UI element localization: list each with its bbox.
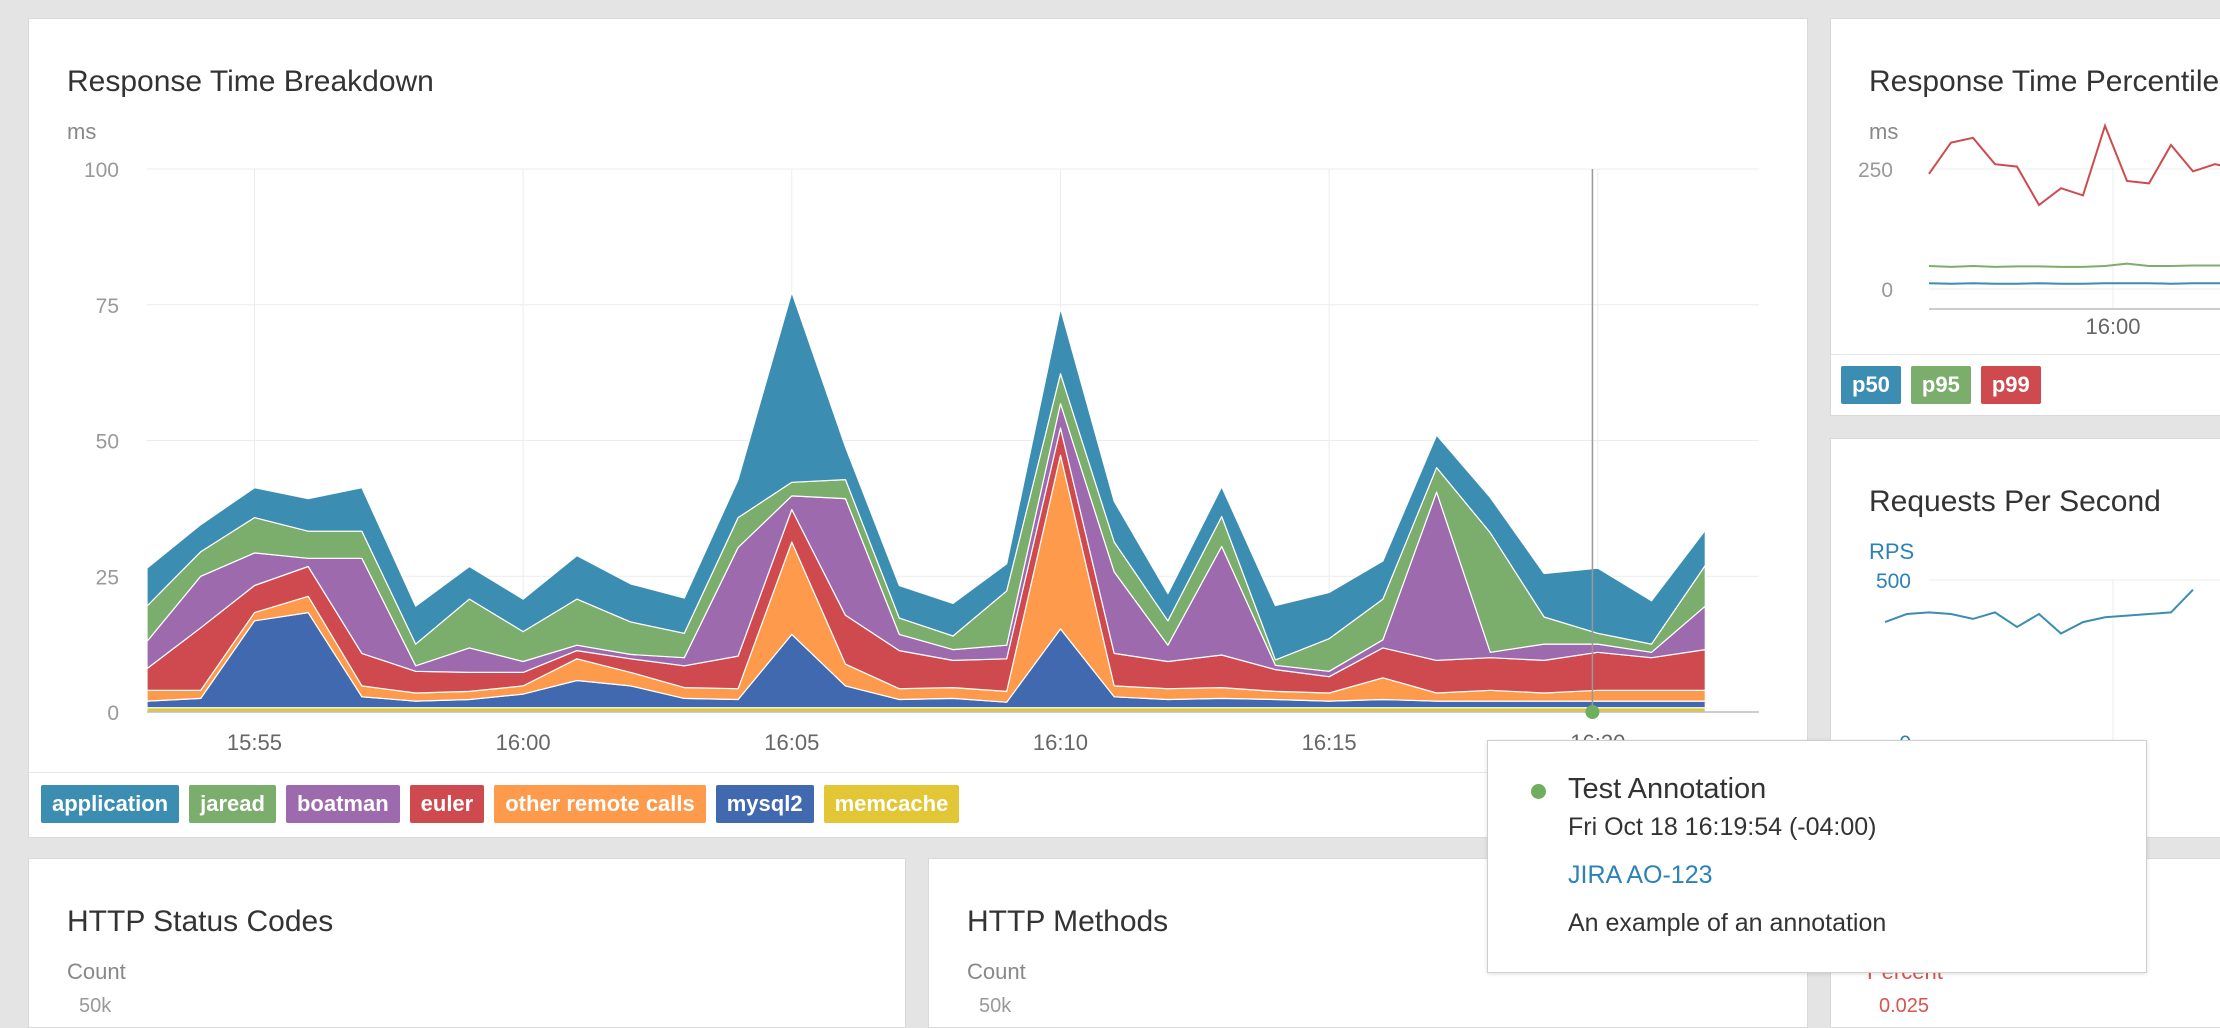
annotation-time: Fri Oct 18 16:19:54 (-04:00) [1568,813,1877,841]
x-tick-label: 16:10 [1033,730,1088,755]
legend-item-memcache[interactable]: memcache [823,785,960,823]
x-tick-label: 16:00 [496,730,551,755]
line-series-p95 [1928,262,2220,268]
y-unit-label: RPS [1869,539,1915,564]
y-tick-label: 50k [979,995,1012,1017]
legend-item-euler[interactable]: euler [409,785,485,823]
legend-divider [29,772,1807,773]
y-unit-label: Count [967,959,1026,984]
legend-divider [1831,354,2220,355]
legend-item-application[interactable]: application [41,785,180,823]
y-tick-label: 50 [96,431,119,454]
x-tick-label: 16:05 [764,730,819,755]
panel-title: HTTP Status Codes [67,905,334,938]
x-tick-label: 16:15 [1302,730,1357,755]
annotation-link[interactable]: JIRA AO-123 [1568,861,1713,889]
x-tick-label: 15:55 [227,730,282,755]
legend-item-mysql2[interactable]: mysql2 [715,785,814,823]
y-tick-label: 500 [1876,570,1911,593]
response-time-breakdown-panel: Response Time Breakdown ms 0 25 50 75 100 15:… [28,18,1808,838]
annotation-title: Test Annotation [1568,773,1767,805]
annotation-marker-dot [1585,705,1600,719]
y-tick-label: 250 [1858,159,1893,182]
area-series-application [146,291,1706,661]
panel-title: HTTP Methods [967,905,1169,938]
legend-item-other-remote-calls[interactable]: other remote calls [494,785,706,823]
legend-item-p99[interactable]: p99 [1980,366,2041,404]
breakdown-legend: application jaread boatman euler other remot… [41,785,960,823]
annotation-description: An example of an annotation [1568,909,1887,937]
percentiles-chart[interactable]: 0 250 16:00 [1831,19,2220,359]
annotation-tooltip: Test Annotation Fri Oct 18 16:19:54 (-04… [1487,740,2147,973]
percentiles-panel: Response Time Percentile ms 0 250 16:00 p5… [1830,18,2220,416]
panel-title: Requests Per Second [1869,485,2161,518]
y-unit-label: Count [67,959,126,984]
y-tick-label: 0 [107,702,119,725]
y-tick-label: 25 [96,566,119,589]
y-tick-label: 0.025 [1879,995,1930,1017]
y-tick-label: 0 [1881,279,1893,302]
y-tick-label: 50k [79,995,112,1017]
y-tick-label: 75 [96,295,119,318]
legend-item-jaread[interactable]: jaread [189,785,276,823]
line-series-rps [1884,589,2194,635]
y-unit-label: ms [1869,119,1899,144]
annotation-dot-icon [1531,784,1546,799]
legend-item-p95[interactable]: p95 [1910,366,1971,404]
y-unit-label: ms [67,119,97,144]
legend-item-p50[interactable]: p50 [1841,366,1901,404]
y-tick-label: 100 [84,159,119,182]
x-tick-label: 16:00 [2085,314,2140,339]
panel-title: Response Time Percentile [1869,65,2220,98]
http-status-codes-panel: HTTP Status Codes Count 50k [28,858,906,1028]
legend-item-boatman[interactable]: boatman [285,785,400,823]
panel-title: Response Time Breakdown [67,65,434,98]
percentiles-legend: p50 p95 p99 [1841,366,2041,404]
line-series-p99 [1928,122,2220,207]
line-series-p50 [1928,282,2220,285]
